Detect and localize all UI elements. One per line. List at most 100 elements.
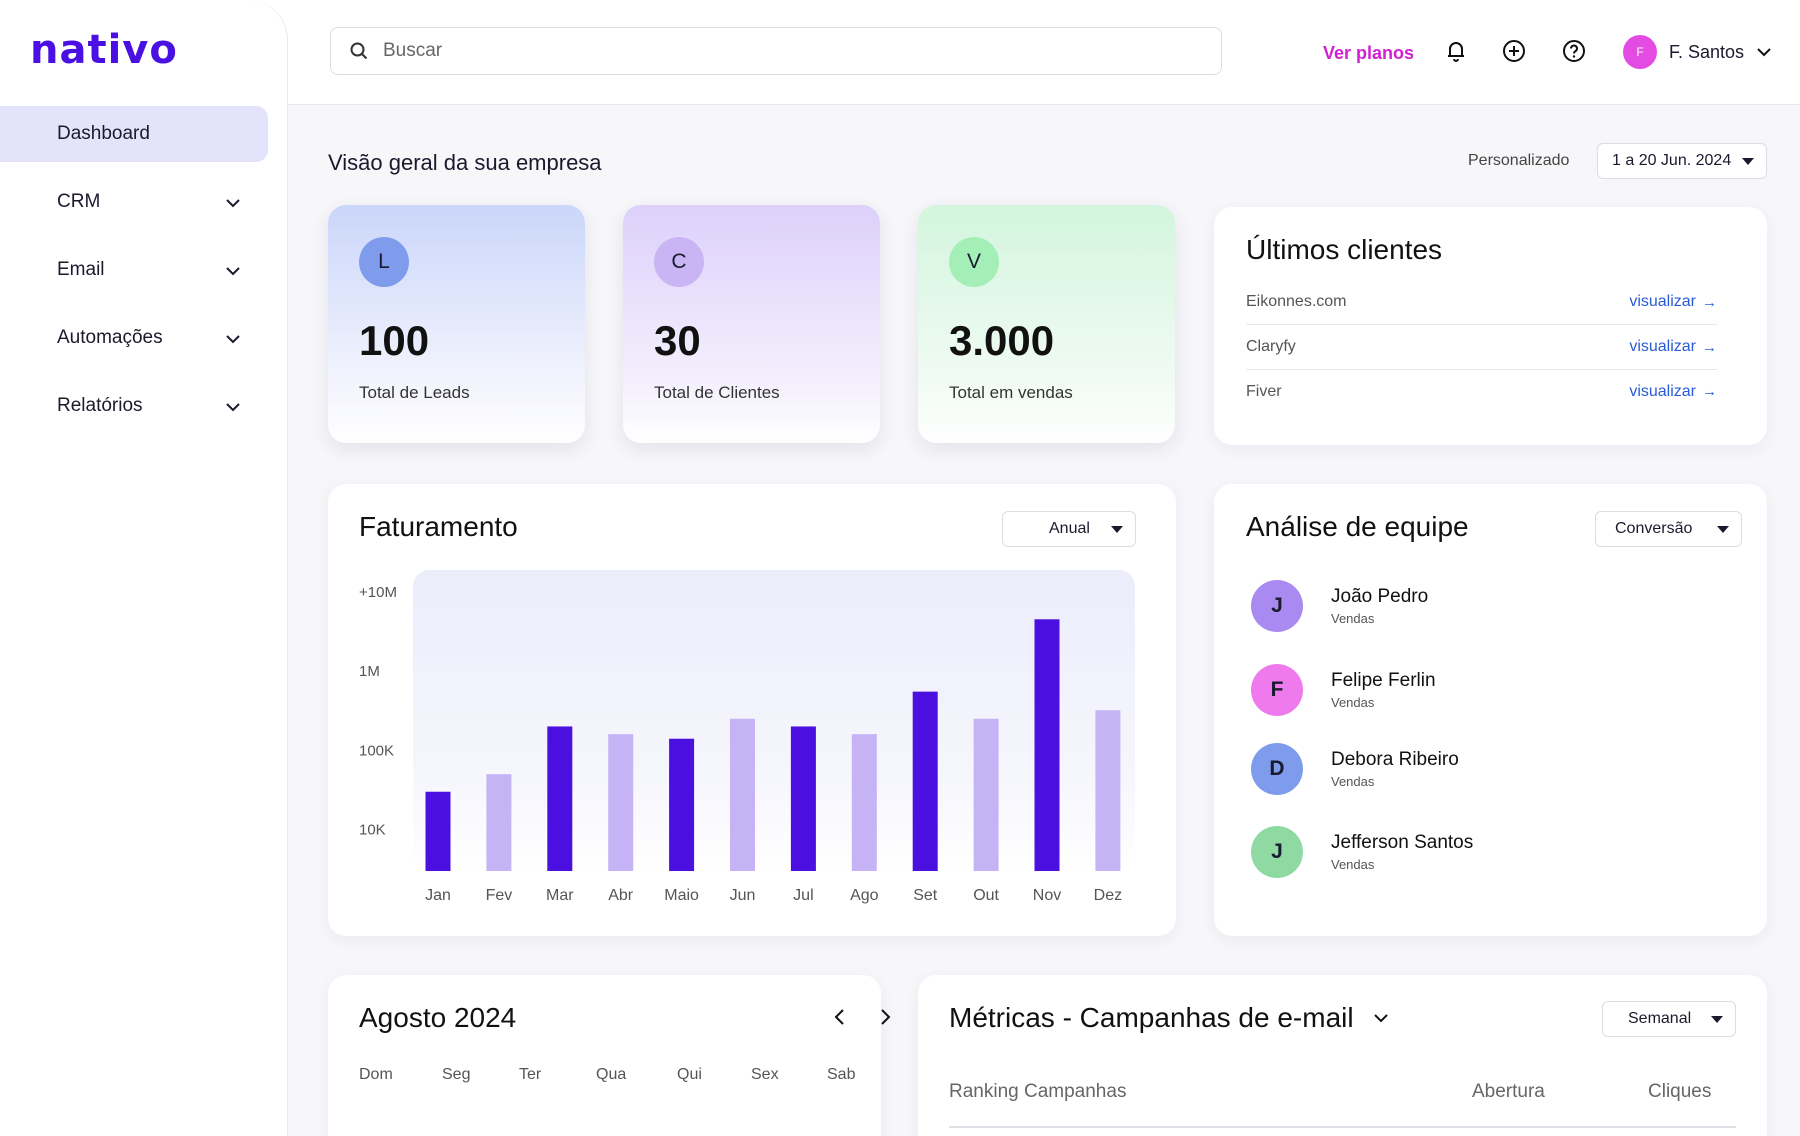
bar-fev[interactable] [486,774,512,871]
client-name: Eikonnes.com [1246,293,1347,310]
period-select[interactable]: 1 a 20 Jun. 2024 [1597,143,1767,179]
kpi-badge: L [359,237,409,287]
team-member[interactable]: D Debora Ribeiro Vendas [1251,743,1459,795]
bell-icon[interactable] [1443,38,1469,64]
chevron-down-icon [226,335,240,344]
brand-logo[interactable]: nativo [30,30,178,70]
x-tick-label: Out [973,887,999,904]
kpi-card-vendas[interactable]: V 3.000 Total em vendas [918,205,1175,443]
plus-circle-icon[interactable] [1501,38,1527,64]
weekday: Ter [519,1066,542,1083]
user-name: F. Santos [1669,41,1745,62]
bar-abr[interactable] [608,734,634,871]
member-role: Vendas [1331,695,1375,710]
bar-maio[interactable] [669,738,695,871]
metricas-select[interactable]: Semanal [1602,1001,1736,1037]
sidebar-item-email[interactable]: Email [0,242,268,298]
visualizar-link[interactable]: visualizar → [1629,293,1717,311]
calendar-card: Agosto 2024 Dom Seg Ter Qua Qui Sex Sab [328,975,891,1136]
visualizar-link[interactable]: visualizar → [1629,338,1717,356]
user-menu[interactable]: F F. Santos [1623,35,1772,69]
period-value: 1 a 20 Jun. 2024 [1612,152,1732,169]
kpi-card-clientes[interactable]: C 30 Total de Clientes [623,205,880,443]
caret-down-icon [1717,526,1729,533]
visualizar-link[interactable]: visualizar → [1629,383,1717,401]
sidebar-item-automacoes[interactable]: Automações [0,310,268,366]
list-item: Fiver visualizar → [1246,369,1717,414]
kpi-value: 30 [654,317,701,364]
faturamento-select[interactable]: Anual [1002,511,1136,547]
arrow-right-icon: → [1702,293,1717,311]
analise-equipe-title: Análise de equipe [1246,511,1469,542]
visualizar-label: visualizar [1629,293,1696,310]
search-icon [350,42,368,60]
kpi-badge: V [949,237,999,287]
topbar: Ver planos F F. Santos [288,0,1800,105]
sidebar-item-label: CRM [57,191,101,212]
x-tick-label: Nov [1033,887,1061,904]
divider [949,1126,1736,1128]
metricas-title-wrap[interactable]: Métricas - Campanhas de e-mail [949,1002,1390,1034]
kpi-label: Total de Leads [359,383,470,402]
arrow-right-icon: → [1702,383,1717,400]
bar-dez[interactable] [1095,710,1121,871]
y-tick-label: +10M [359,584,397,601]
faturamento-card: Faturamento Anual +10M 1M 100K 10K Jan Fev Mar… [328,484,1176,936]
sidebar-item-crm[interactable]: CRM [0,174,268,230]
arrow-right-icon: → [1702,338,1717,356]
sidebar-item-label: Email [57,259,105,280]
bar-jun[interactable] [730,718,755,871]
chevron-down-icon [226,403,240,412]
avatar: J [1251,580,1303,632]
team-member[interactable]: J Jefferson Santos Vendas [1251,826,1473,878]
client-name: Claryfy [1246,338,1296,355]
ver-planos-link[interactable]: Ver planos [1323,43,1415,63]
sidebar-item-label: Relatórios [57,395,143,416]
bar-jul[interactable] [790,726,816,871]
chevron-left-icon[interactable] [832,1008,848,1026]
kpi-label: Total em vendas [949,383,1073,402]
y-tick-label: 10K [359,822,386,839]
team-member[interactable]: F Felipe Ferlin Vendas [1251,664,1436,716]
weekday: Dom [359,1066,393,1083]
faturamento-title: Faturamento [359,511,518,542]
weekday: Sab [827,1066,856,1083]
chevron-down-icon [1373,1014,1388,1023]
bar-ago[interactable] [851,734,877,871]
avatar: F [1623,35,1657,69]
weekday: Qui [677,1066,702,1083]
calendar-title: Agosto 2024 [359,1002,517,1033]
member-name: João Pedro [1331,586,1429,607]
visualizar-label: visualizar [1629,382,1696,400]
x-tick-label: Maio [664,887,699,904]
bar-mar[interactable] [547,726,573,871]
team-member[interactable]: J João Pedro Vendas [1251,580,1428,632]
bar-nov[interactable] [1034,619,1060,871]
x-tick-label: Ago [850,887,879,904]
kpi-badge: C [654,237,704,287]
sidebar-item-dashboard[interactable]: Dashboard [0,106,268,162]
sidebar: nativo Dashboard CRM Email Automações Re… [0,0,288,1136]
member-name: Felipe Ferlin [1331,670,1436,691]
sidebar-item-relatorios[interactable]: Relatórios [0,378,268,434]
bar-out[interactable] [973,718,999,871]
x-tick-label: Jan [425,887,451,904]
chevron-down-icon [226,199,240,208]
search-input[interactable] [383,40,1203,62]
caret-down-icon [1111,526,1123,533]
client-name: Fiver [1246,382,1282,400]
avatar: D [1251,743,1303,795]
y-tick-label: 100K [359,742,394,759]
bar-jan[interactable] [425,791,451,871]
column-header: Ranking Campanhas [949,1081,1127,1102]
equipe-select[interactable]: Conversão [1595,511,1742,547]
bar-set[interactable] [912,691,938,871]
x-tick-label: Abr [608,887,634,904]
x-tick-label: Jul [793,887,813,904]
chevron-right-icon[interactable] [877,1008,893,1026]
sidebar-item-label: Dashboard [57,123,150,144]
help-circle-icon[interactable] [1561,38,1587,64]
brand-name: nativo [30,27,178,73]
kpi-card-leads[interactable]: L 100 Total de Leads [328,205,585,443]
kpi-value: 3.000 [949,317,1055,364]
